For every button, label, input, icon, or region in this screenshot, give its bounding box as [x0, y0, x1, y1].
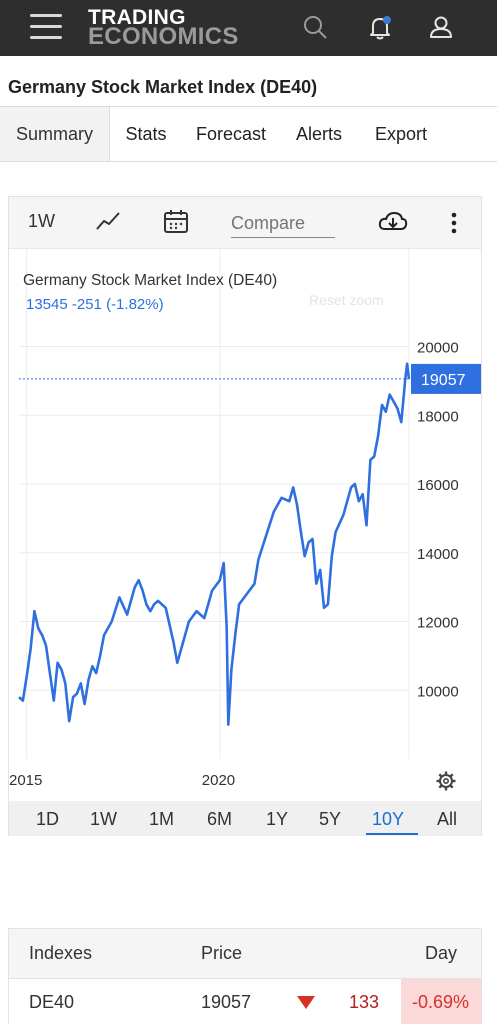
y-tick-label: 14000 [417, 546, 459, 563]
range-selector: 1D 1W 1M 6M 1Y 5Y 10Y All [9, 801, 481, 836]
notification-bell-icon[interactable] [365, 12, 395, 42]
current-price-tag [411, 363, 481, 394]
y-tick-label: 18000 [417, 408, 459, 425]
table-header: Indexes Price Day [9, 929, 481, 979]
top-app-bar: TRADING ECONOMICS [0, 0, 497, 56]
logo-line-1: TRADING [88, 6, 186, 29]
range-1w[interactable]: 1W [90, 809, 117, 829]
calendar-icon[interactable] [163, 209, 189, 240]
tab-export[interactable]: Export [374, 124, 428, 144]
chart-title: Germany Stock Market Index (DE40) [23, 272, 277, 289]
range-5y[interactable]: 5Y [319, 809, 342, 829]
series-line-de40 [18, 362, 411, 726]
y-tick-label: 16000 [417, 477, 459, 494]
chart-card: 1W Germany Stock Market Index (DE40) 135… [8, 196, 482, 836]
interval-button[interactable]: 1W [28, 211, 55, 231]
tab-alerts[interactable]: Alerts [295, 124, 342, 144]
current-price-label: 19057 [421, 372, 466, 389]
range-all[interactable]: All [437, 809, 458, 829]
range-1y[interactable]: 1Y [266, 809, 289, 829]
gear-icon[interactable] [436, 771, 456, 791]
page-title: Germany Stock Market Index (DE40) [8, 77, 318, 97]
header-day: Day [424, 943, 457, 963]
user-icon[interactable] [426, 12, 456, 42]
y-tick-label: 10000 [417, 683, 459, 700]
range-6m[interactable]: 6M [207, 809, 233, 829]
table-row[interactable]: DE40 19057 133 -0.69% [9, 979, 481, 1024]
chart-toolbar: 1W [9, 197, 481, 249]
line-chart-icon[interactable] [95, 209, 123, 238]
tab-summary[interactable]: Summary [0, 107, 110, 161]
tab-stats[interactable]: Stats [125, 124, 167, 144]
logo[interactable]: TRADING ECONOMICS [88, 6, 239, 50]
range-10y[interactable]: 10Y [372, 809, 405, 829]
tab-forecast[interactable]: Forecast [195, 124, 267, 144]
header-price: Price [201, 943, 243, 963]
tab-bar: Summary Stats Forecast Alerts Export [0, 107, 497, 162]
divider [0, 106, 497, 107]
search-icon[interactable] [300, 12, 330, 42]
row-price: 19057 [201, 992, 252, 1012]
row-change: 133 [349, 992, 380, 1012]
down-arrow-icon [296, 995, 316, 1015]
download-cloud-icon[interactable] [378, 210, 408, 239]
row-day-percent: -0.69% [411, 992, 469, 1012]
price-chart[interactable]: Germany Stock Market Index (DE40) 13545 … [9, 249, 481, 801]
range-1m[interactable]: 1M [149, 809, 175, 829]
y-tick-label: 20000 [417, 340, 459, 357]
range-1d[interactable]: 1D [36, 809, 60, 829]
indexes-table: Indexes Price Day DE40 19057 133 -0.69% [8, 928, 482, 1024]
reset-zoom-button[interactable]: Reset zoom [309, 292, 384, 308]
logo-line-2: ECONOMICS [88, 23, 239, 50]
more-vertical-icon[interactable] [450, 211, 458, 240]
header-indexes: Indexes [29, 943, 93, 963]
active-range-indicator [366, 833, 418, 835]
x-tick-label: 2015 [9, 772, 42, 789]
x-tick-label: 2020 [202, 772, 235, 789]
y-tick-label: 12000 [417, 615, 459, 632]
compare-input[interactable] [231, 209, 335, 238]
day-change-cell: -0.69% [401, 979, 481, 1024]
row-name[interactable]: DE40 [29, 992, 75, 1012]
menu-icon[interactable] [30, 14, 62, 40]
chart-info-line: 13545 -251 (-1.82%) [26, 296, 164, 313]
